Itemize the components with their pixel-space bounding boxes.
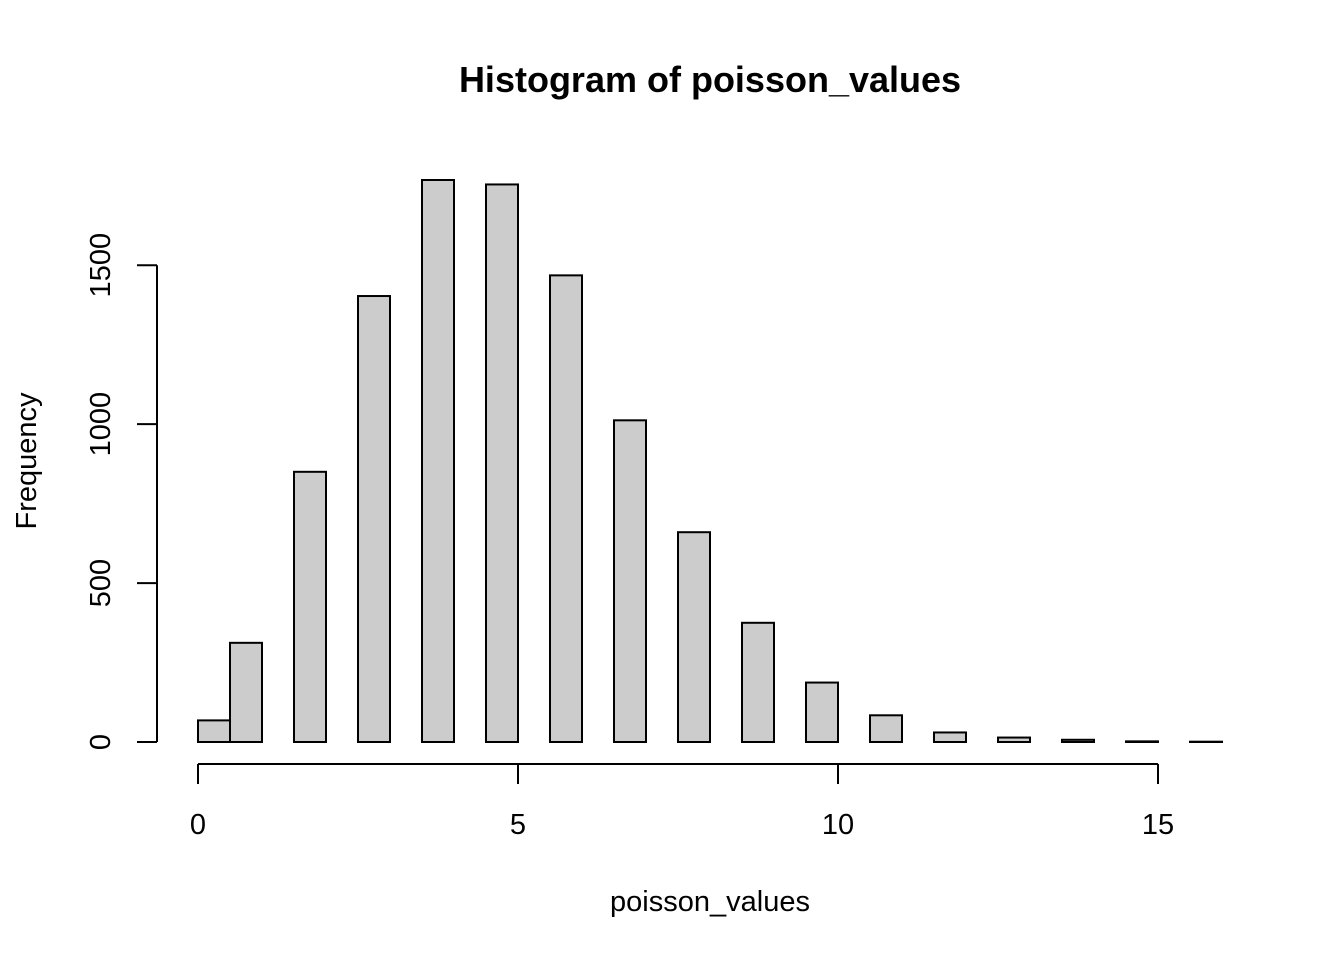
x-tick-label-3: 15 [1142, 809, 1174, 841]
histogram-bar-4 [422, 180, 454, 742]
y-tick-label-2: 1000 [85, 392, 117, 457]
x-axis-label: poisson_values [610, 886, 810, 918]
y-tick-label-0: 0 [85, 734, 117, 750]
histogram-bar-5 [486, 184, 518, 742]
bars-layer [198, 180, 1222, 742]
histogram-bar-10 [806, 683, 838, 742]
histogram-bar-0 [198, 720, 230, 742]
histogram-bar-12 [934, 732, 966, 742]
histogram-bar-14 [1062, 740, 1094, 742]
histogram-bar-8 [678, 532, 710, 742]
x-tick-label-0: 0 [190, 809, 206, 841]
histogram-bar-9 [742, 623, 774, 742]
x-tick-label-1: 5 [510, 809, 526, 841]
histogram-bar-13 [998, 738, 1030, 742]
y-tick-label-1: 500 [85, 559, 117, 607]
chart-title: Histogram of poisson_values [459, 59, 961, 100]
y-tick-label-3: 1500 [85, 233, 117, 298]
x-axis: 0 5 10 15 [190, 764, 1174, 841]
histogram-bar-11 [870, 715, 902, 742]
histogram-bar-2 [294, 472, 326, 742]
histogram-bar-7 [614, 420, 646, 742]
y-axis: 0 500 1000 1500 [85, 233, 157, 750]
y-axis-label: Frequency [11, 392, 43, 530]
histogram-bar-1 [230, 643, 262, 742]
histogram-bar-3 [358, 296, 390, 742]
histogram-bar-15 [1126, 741, 1158, 742]
x-tick-label-2: 10 [822, 809, 854, 841]
histogram-bar-6 [550, 275, 582, 742]
